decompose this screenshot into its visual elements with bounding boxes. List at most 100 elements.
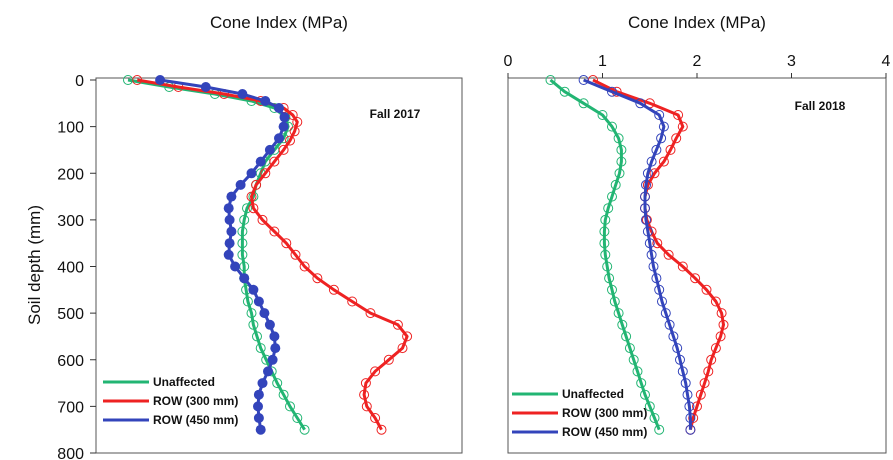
- data-point: [658, 156, 669, 167]
- data-point: [651, 144, 662, 155]
- plot-frame: [95, 77, 463, 454]
- data-point: [640, 389, 650, 400]
- data-point: [680, 378, 691, 389]
- legend-label: Unaffected: [153, 375, 215, 389]
- data-point: [607, 284, 617, 295]
- data-point: [642, 226, 653, 237]
- data-point: [251, 179, 262, 190]
- data-point: [635, 98, 646, 109]
- data-point: [264, 319, 275, 330]
- data-point: [255, 424, 266, 435]
- data-point: [253, 389, 264, 400]
- data-point: [155, 75, 166, 85]
- data-point: [718, 319, 729, 330]
- data-point: [652, 238, 663, 249]
- data-point: [274, 133, 284, 144]
- data-point: [654, 424, 665, 435]
- data-point: [269, 226, 280, 237]
- data-point: [710, 343, 721, 354]
- y-tick-label: 600: [57, 353, 84, 370]
- x-tick-label: 4: [882, 53, 891, 70]
- data-point: [289, 126, 300, 137]
- data-point: [642, 168, 653, 179]
- data-point: [370, 366, 381, 377]
- data-point: [246, 168, 257, 179]
- data-point: [224, 238, 235, 249]
- legend: Unaffected ROW (300 mm) ROW (450 mm): [512, 387, 647, 439]
- data-point: [632, 366, 643, 377]
- y-tick-label: 800: [57, 446, 84, 460]
- data-point: [616, 144, 627, 155]
- data-point: [278, 121, 289, 132]
- data-point: [270, 343, 281, 354]
- data-point: [360, 378, 371, 389]
- data-point: [290, 249, 301, 260]
- data-point: [695, 389, 706, 400]
- x-axis-ticks: 0 1 2 3 4: [504, 53, 891, 78]
- series-layer: [545, 75, 729, 435]
- data-point: [600, 249, 611, 260]
- data-point: [646, 156, 657, 167]
- data-point: [716, 308, 727, 319]
- data-point: [263, 366, 273, 377]
- data-point: [253, 413, 264, 423]
- legend-label: Unaffected: [562, 387, 624, 401]
- data-point: [402, 331, 413, 342]
- data-point: [644, 238, 655, 249]
- data-point: [614, 168, 625, 179]
- series-line: [583, 78, 692, 430]
- series-line: [592, 78, 725, 431]
- legend-label: ROW (300 mm): [153, 394, 238, 408]
- data-point: [610, 179, 621, 190]
- data-point: [559, 86, 570, 97]
- data-point: [235, 179, 246, 190]
- y-tick-label: 500: [57, 306, 84, 323]
- data-point: [628, 354, 639, 365]
- data-point: [616, 156, 627, 167]
- data-point: [685, 413, 696, 423]
- data-point: [644, 401, 655, 412]
- data-point: [347, 296, 358, 307]
- data-point: [599, 226, 610, 237]
- data-point: [370, 413, 381, 423]
- data-point: [656, 133, 667, 144]
- data-point: [259, 308, 270, 319]
- data-point: [383, 354, 394, 365]
- data-point: [607, 121, 617, 132]
- data-point: [255, 343, 266, 354]
- data-point: [328, 284, 339, 295]
- x-axis-title: Cone Index (MPa): [210, 13, 348, 32]
- x-axis-title: Cone Index (MPa): [628, 13, 766, 32]
- y-tick-label: 300: [57, 213, 84, 230]
- y-tick-label: 0: [75, 73, 84, 90]
- legend-label: ROW (300 mm): [562, 406, 647, 420]
- data-point: [279, 112, 290, 123]
- data-point: [376, 424, 387, 435]
- data-point: [361, 401, 372, 412]
- data-point: [397, 343, 408, 354]
- data-point: [607, 86, 617, 97]
- data-point: [677, 261, 688, 272]
- data-point: [292, 413, 303, 423]
- data-point: [613, 308, 624, 319]
- data-point: [278, 389, 289, 400]
- data-point: [578, 98, 589, 109]
- data-point: [312, 273, 323, 284]
- y-tick-label: 200: [57, 166, 84, 183]
- data-point: [267, 354, 278, 365]
- data-point: [578, 75, 589, 85]
- data-point: [641, 214, 651, 225]
- data-point: [269, 331, 280, 342]
- data-point: [613, 133, 624, 144]
- series-unaffected: [545, 75, 665, 435]
- data-point: [690, 273, 701, 284]
- series-row-450-mm: [578, 75, 696, 435]
- data-point: [609, 296, 620, 307]
- data-point: [299, 424, 310, 435]
- data-point: [260, 168, 271, 179]
- data-point: [607, 191, 617, 202]
- data-point: [237, 226, 248, 237]
- data-point: [701, 284, 712, 295]
- data-point: [274, 103, 284, 113]
